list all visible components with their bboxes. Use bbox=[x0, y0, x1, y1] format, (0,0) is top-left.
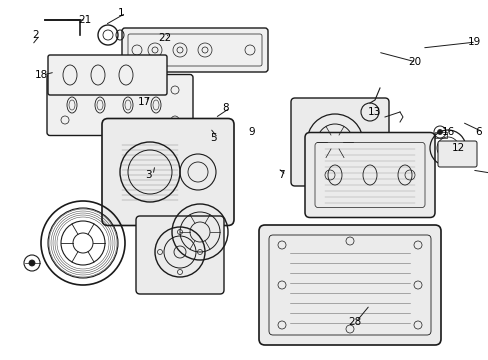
Text: 21: 21 bbox=[78, 15, 91, 25]
FancyBboxPatch shape bbox=[290, 98, 388, 186]
Text: 18: 18 bbox=[35, 70, 48, 80]
Text: 28: 28 bbox=[347, 317, 361, 327]
Text: 17: 17 bbox=[138, 97, 151, 107]
Text: 20: 20 bbox=[407, 57, 420, 67]
Text: 16: 16 bbox=[441, 127, 454, 137]
Text: 2: 2 bbox=[32, 30, 39, 40]
FancyBboxPatch shape bbox=[437, 141, 476, 167]
Text: 22: 22 bbox=[158, 33, 171, 43]
Bar bbox=[434, 132, 446, 138]
Text: 9: 9 bbox=[247, 127, 254, 137]
Circle shape bbox=[29, 260, 35, 266]
Text: 7: 7 bbox=[278, 170, 284, 180]
Circle shape bbox=[437, 130, 442, 135]
Text: 12: 12 bbox=[451, 143, 464, 153]
FancyBboxPatch shape bbox=[47, 75, 193, 135]
FancyBboxPatch shape bbox=[259, 225, 440, 345]
Text: 19: 19 bbox=[467, 37, 480, 47]
FancyBboxPatch shape bbox=[305, 132, 434, 217]
Text: 13: 13 bbox=[367, 107, 381, 117]
FancyBboxPatch shape bbox=[102, 118, 234, 225]
FancyBboxPatch shape bbox=[136, 216, 224, 294]
Text: 3: 3 bbox=[145, 170, 151, 180]
FancyBboxPatch shape bbox=[122, 28, 267, 72]
Text: 8: 8 bbox=[222, 103, 228, 113]
FancyBboxPatch shape bbox=[48, 55, 167, 95]
Text: 5: 5 bbox=[209, 133, 216, 143]
Text: 1: 1 bbox=[118, 8, 124, 18]
Text: 6: 6 bbox=[474, 127, 481, 137]
